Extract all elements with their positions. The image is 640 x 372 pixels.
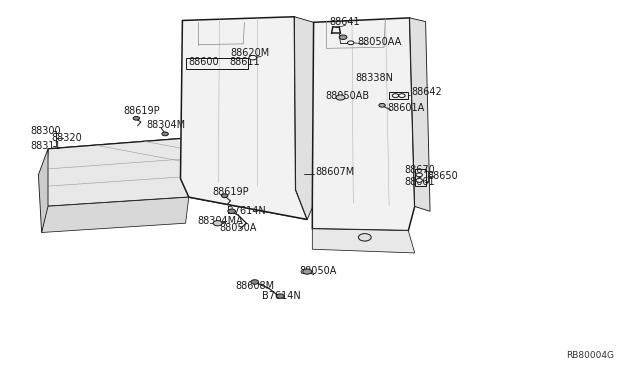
Polygon shape: [38, 149, 48, 232]
Circle shape: [251, 280, 259, 284]
Text: 88611: 88611: [229, 58, 260, 67]
Text: 88050A: 88050A: [219, 223, 256, 232]
Circle shape: [358, 234, 371, 241]
Polygon shape: [312, 18, 415, 231]
Text: 88619P: 88619P: [212, 187, 249, 196]
Text: RB80004G: RB80004G: [566, 351, 614, 360]
Circle shape: [416, 179, 422, 182]
Circle shape: [379, 103, 385, 107]
Text: 88320: 88320: [51, 134, 82, 143]
Text: B7614N: B7614N: [227, 206, 266, 216]
Circle shape: [416, 173, 422, 177]
Polygon shape: [389, 92, 408, 99]
Circle shape: [133, 116, 140, 120]
Circle shape: [336, 95, 345, 100]
Text: 88304M: 88304M: [146, 120, 185, 129]
Circle shape: [303, 269, 312, 274]
Text: 88600: 88600: [189, 58, 220, 67]
Text: B7614N: B7614N: [262, 291, 301, 301]
Polygon shape: [45, 138, 192, 206]
Circle shape: [276, 294, 284, 298]
Polygon shape: [48, 138, 310, 171]
Text: 88050A: 88050A: [300, 266, 337, 276]
Text: 88311: 88311: [31, 141, 61, 151]
Circle shape: [228, 209, 236, 214]
Text: 88620M: 88620M: [230, 48, 269, 58]
Text: 88050AB: 88050AB: [325, 91, 369, 101]
Polygon shape: [294, 17, 317, 219]
Circle shape: [162, 132, 168, 136]
Polygon shape: [189, 138, 310, 219]
Polygon shape: [415, 169, 426, 186]
Circle shape: [392, 94, 399, 97]
Circle shape: [348, 41, 354, 45]
Polygon shape: [410, 18, 430, 211]
Circle shape: [221, 194, 228, 198]
Text: 88661: 88661: [404, 177, 435, 186]
Text: 88338N: 88338N: [355, 73, 393, 83]
Text: 88601A: 88601A: [387, 103, 424, 113]
Text: 88050AA: 88050AA: [357, 37, 401, 46]
Circle shape: [213, 221, 222, 226]
Circle shape: [249, 55, 257, 60]
Polygon shape: [312, 229, 415, 253]
Polygon shape: [42, 197, 189, 232]
Text: 88304MA: 88304MA: [197, 217, 243, 226]
Text: 88607M: 88607M: [315, 167, 354, 177]
Text: 88608M: 88608M: [236, 281, 275, 291]
Polygon shape: [180, 17, 307, 219]
Text: 88300: 88300: [31, 126, 61, 136]
Text: 88619P: 88619P: [123, 106, 159, 116]
Text: 88642: 88642: [411, 87, 442, 97]
Circle shape: [399, 94, 405, 97]
Text: 88670: 88670: [404, 166, 435, 175]
Text: 88650: 88650: [428, 171, 458, 180]
Text: 88641: 88641: [330, 17, 360, 27]
Circle shape: [339, 35, 347, 39]
